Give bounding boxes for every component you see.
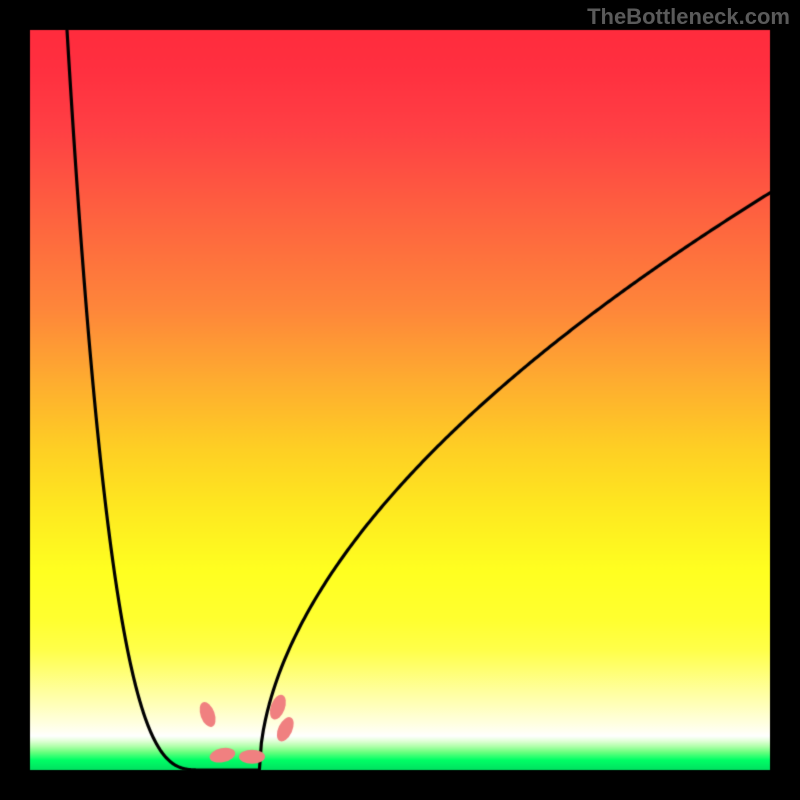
bottleneck-curve [0,0,800,800]
watermark-label: TheBottleneck.com [587,4,790,30]
bottleneck-chart: TheBottleneck.com [0,0,800,800]
